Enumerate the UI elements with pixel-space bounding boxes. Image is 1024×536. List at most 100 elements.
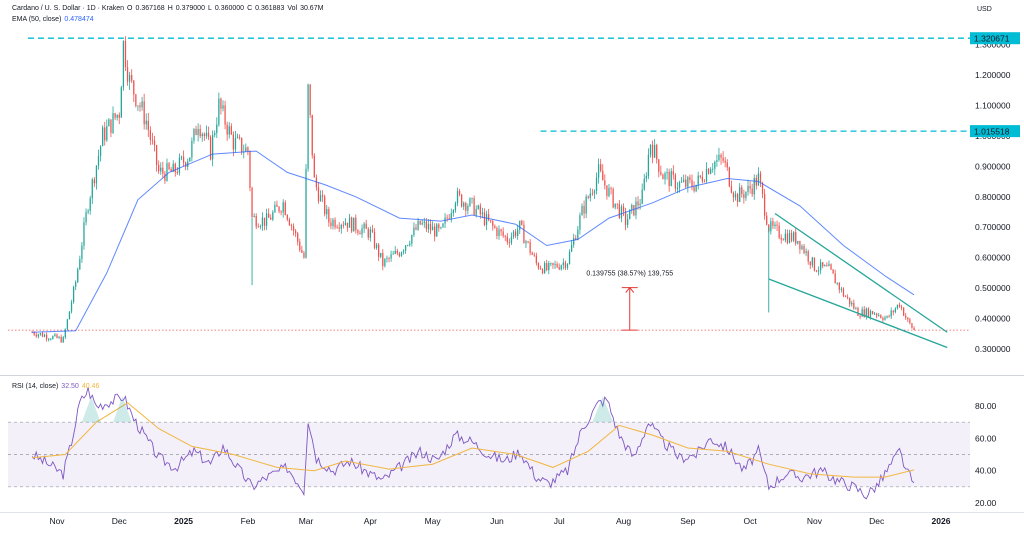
candle-body <box>176 172 179 174</box>
candle-body <box>81 245 83 260</box>
candle-body <box>562 262 564 266</box>
currency-label[interactable]: USD <box>977 6 992 13</box>
candle-body <box>131 75 133 81</box>
candle-body <box>461 194 463 207</box>
candle-body <box>672 171 674 175</box>
candle-body <box>896 304 899 309</box>
candle-body <box>185 162 187 167</box>
candle-body <box>716 159 718 162</box>
candle-body <box>732 192 735 198</box>
symbol-legend: Cardano / U. S. Dollar · 1D · Kraken O 0.… <box>12 4 323 14</box>
rsi-ma-value: 40.46 <box>81 383 100 390</box>
candle-body <box>288 219 291 226</box>
candle-body <box>164 173 166 181</box>
candle-body <box>884 317 886 320</box>
candle-body <box>363 223 365 229</box>
candle-body <box>392 253 394 255</box>
candle-body <box>886 315 888 318</box>
candle-body <box>898 304 901 307</box>
candle-body <box>182 156 185 163</box>
candle-body <box>683 179 685 182</box>
candle-body <box>510 236 513 244</box>
candle-body <box>523 224 525 244</box>
candle-body <box>396 250 398 254</box>
candle-body <box>871 311 874 315</box>
candle-body <box>421 223 423 225</box>
candle-body <box>512 231 515 237</box>
candle-body <box>888 315 890 317</box>
price-tick-label: 0.800000 <box>975 192 1011 202</box>
candle-body <box>423 221 425 224</box>
candle-body <box>689 177 691 180</box>
candle-body <box>836 282 838 284</box>
candle-body <box>195 128 197 136</box>
candle-body <box>255 216 257 227</box>
candle-body <box>228 126 230 135</box>
candle-body <box>110 119 112 133</box>
candle-body <box>900 306 903 308</box>
candle-body <box>309 84 311 115</box>
candle-body <box>122 41 125 88</box>
ema-legend[interactable]: EMA (50, close) 0.478474 <box>12 15 94 25</box>
candle-body <box>680 181 683 183</box>
candle-body <box>139 105 141 108</box>
candle-body <box>627 219 629 225</box>
candle-body <box>373 231 376 248</box>
candle-body <box>724 160 726 163</box>
candle-body <box>89 198 91 211</box>
candle-body <box>60 336 62 343</box>
candle-body <box>359 232 361 235</box>
candle-body <box>570 244 573 252</box>
candle-body <box>830 264 832 270</box>
candle-body <box>321 195 324 197</box>
candle-body <box>788 232 791 243</box>
candle-body <box>753 177 755 195</box>
price-tick-label: 0.300000 <box>975 344 1011 354</box>
candle-body <box>687 177 689 187</box>
candle-body <box>909 319 911 324</box>
candle-body <box>158 164 160 172</box>
candle-body <box>124 41 127 68</box>
candle-body <box>388 258 390 259</box>
candle-body <box>525 241 527 244</box>
candle-body <box>817 270 820 272</box>
candle-body <box>220 98 222 109</box>
candle-body <box>844 296 847 297</box>
candle-body <box>224 105 226 125</box>
candle-body <box>722 157 724 161</box>
candle-body <box>216 124 218 134</box>
ema-value: 0.478474 <box>64 16 94 23</box>
rsi-tick-label: 60.00 <box>975 433 997 443</box>
candle-body <box>589 193 591 198</box>
candle-body <box>338 227 340 229</box>
candle-body <box>564 262 567 268</box>
candle-body <box>730 186 733 193</box>
candle-body <box>137 105 139 107</box>
candle-body <box>863 309 865 317</box>
ohlc-high-value: 0.379000 <box>175 5 205 12</box>
candle-body <box>656 144 658 160</box>
candle-body <box>608 188 610 197</box>
rsi-ma-line <box>32 402 915 478</box>
candle-body <box>342 224 345 226</box>
candle-body <box>475 208 477 216</box>
candle-body <box>413 227 415 235</box>
candle-body <box>52 336 54 340</box>
candle-body <box>745 191 747 199</box>
candle-body <box>568 251 571 264</box>
candle-body <box>579 215 581 230</box>
candle-body <box>66 319 69 330</box>
candle-body <box>705 168 708 182</box>
candle-body <box>404 245 407 251</box>
candle-body <box>587 196 589 198</box>
candle-body <box>500 229 502 232</box>
candle-body <box>116 114 118 118</box>
candle-body <box>894 308 896 313</box>
candle-body <box>58 336 60 339</box>
candle-body <box>234 137 237 150</box>
candle-body <box>697 175 699 185</box>
candle-body <box>483 212 486 225</box>
candle-body <box>541 269 544 274</box>
rsi-legend[interactable]: RSI (14, close) 32.50 40.46 <box>12 382 99 392</box>
